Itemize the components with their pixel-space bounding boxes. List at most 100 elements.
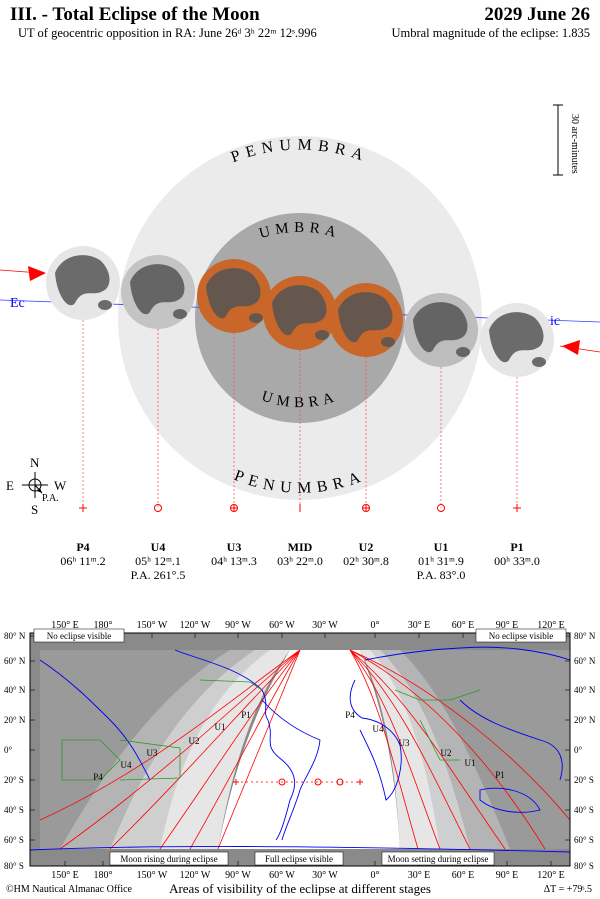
stage-marker (362, 504, 370, 512)
lat-label-left: 60° N (4, 656, 26, 666)
moon-maria (272, 285, 327, 336)
stage-u2: U2 02ʰ 30ᵐ.8 (326, 540, 406, 568)
stage-mid: MID 03ʰ 22ᵐ.0 (260, 540, 340, 568)
umbral-magnitude: Umbral magnitude of the eclipse: 1.835 (391, 26, 590, 40)
curve-label-west: P4 (93, 772, 103, 782)
curve-label-east: P4 (345, 710, 355, 720)
curve-label-west: P1 (241, 710, 251, 720)
stage-name: U4 (150, 540, 166, 554)
stage-marker (230, 504, 238, 512)
lon-label-bottom: 30° E (408, 870, 431, 881)
stage-time: 04ʰ 13ᵐ.3 (211, 554, 257, 568)
moon-track (233, 778, 363, 786)
lon-label-bottom: 150° W (137, 870, 168, 881)
curve-label-east: P1 (495, 770, 505, 780)
visibility-boundaries (39, 649, 570, 850)
lon-label-bottom: 60° W (269, 870, 295, 881)
compass-north: N (30, 455, 40, 470)
lon-label-top: 120° W (180, 620, 211, 631)
full-eclipse-label: Full eclipse visible (265, 854, 333, 864)
umbra-label-bottom: UMBRA (260, 389, 341, 412)
lat-label-left: 0° (4, 745, 13, 755)
stage-name: U3 (226, 540, 242, 554)
lon-label-top: 150° W (137, 620, 168, 631)
curve-label-east: U4 (373, 724, 384, 734)
lat-label-right: 20° N (574, 715, 596, 725)
lon-label-bottom: 30° W (312, 870, 338, 881)
curve-label-east: U1 (465, 758, 476, 768)
stage-time: 05ʰ 12ᵐ.1 (135, 554, 181, 568)
lat-label-right: 80° N (574, 631, 596, 641)
lat-label-right: 20° S (574, 775, 594, 785)
stage-u1: U1 01ʰ 31ᵐ.9 P.A. 83°.0 (401, 540, 481, 582)
lon-label-top: 90° E (496, 620, 519, 631)
lat-label-left: 80° S (4, 861, 24, 871)
borders (61, 679, 481, 781)
scale-bar-label: 30 arc-minutes (569, 114, 580, 174)
umbra-label-top: UMBRA (257, 220, 342, 242)
ecliptic-label-east: ic (550, 314, 560, 329)
stage-time: 03ʰ 22ᵐ.0 (277, 554, 323, 568)
stage-time: 00ʰ 33ᵐ.0 (494, 554, 540, 568)
ecliptic-label-west: Ec (10, 296, 25, 311)
stage-marker (437, 504, 445, 512)
no-eclipse-right-label: No eclipse visible (489, 631, 554, 641)
lat-label-left: 40° S (4, 805, 24, 815)
curve-label-west: U3 (147, 748, 158, 758)
lat-label-left: 60° S (4, 835, 24, 845)
lat-label-left: 20° S (4, 775, 24, 785)
no-eclipse-left-label: No eclipse visible (47, 631, 112, 641)
moon-maria (206, 268, 261, 319)
coastlines (30, 646, 570, 853)
stage-time: 02ʰ 30ᵐ.8 (343, 554, 389, 568)
compass-south: S (31, 502, 38, 517)
moon-maria (130, 264, 185, 315)
curve-label-east: U3 (399, 738, 410, 748)
moon-maria (55, 255, 110, 306)
lon-label-bottom: 120° W (180, 870, 211, 881)
lon-label-bottom: 180° (94, 870, 113, 881)
moon-path-arrow-icon (562, 340, 580, 355)
lat-label-left: 40° N (4, 685, 26, 695)
stage-u4: U4 05ʰ 12ᵐ.1 P.A. 261°.5 (118, 540, 198, 582)
stage-position-angle: P.A. 261°.5 (130, 568, 186, 582)
lon-label-top: 180° (94, 620, 113, 631)
stage-p1: P1 00ʰ 33ᵐ.0 (477, 540, 557, 568)
stage-name: U2 (358, 540, 374, 554)
curve-label-west: U4 (121, 760, 132, 770)
lon-label-bottom: 0° (371, 870, 380, 881)
lat-label-right: 60° S (574, 835, 594, 845)
eclipse-diagram: 30 arc-minutes Ec ic PENUMBRA PENUMBRA U… (0, 104, 600, 517)
lon-label-bottom: 120° E (537, 870, 565, 881)
moon-maria (413, 302, 468, 353)
lon-label-bottom: 60° E (452, 870, 475, 881)
compass-pa: P.A. (42, 493, 59, 504)
moon-maria (338, 292, 393, 343)
stage-name: U1 (433, 540, 449, 554)
stage-time: 01ʰ 31ᵐ.9 (418, 554, 464, 568)
full-eclipse-zone (218, 650, 400, 849)
stage-position-angle: P.A. 83°.0 (416, 568, 466, 582)
lon-label-top: 30° W (312, 620, 338, 631)
compass-west: W (54, 478, 67, 493)
page-title: III. - Total Eclipse of the Moon (10, 4, 260, 25)
lat-label-right: 40° S (574, 805, 594, 815)
curve-label-east: U2 (441, 748, 452, 758)
moon-setting-label: Moon setting during eclipse (388, 854, 489, 864)
lon-label-top: 0° (371, 620, 380, 631)
lon-label-bottom: 90° E (496, 870, 519, 881)
lon-label-top: 120° E (537, 620, 565, 631)
stage-name: MID (287, 540, 313, 554)
lat-label-left: 20° N (4, 715, 26, 725)
lon-label-top: 60° E (452, 620, 475, 631)
stage-marker (154, 504, 162, 512)
stage-name: P4 (76, 540, 90, 554)
moon-rising-label: Moon rising during eclipse (120, 854, 217, 864)
eclipse-date: 2029 June 26 (484, 4, 590, 25)
lon-label-top: 150° E (51, 620, 79, 631)
stage-p4: P4 06ʰ 11ᵐ.2 (43, 540, 123, 568)
lat-label-left: 80° N (4, 631, 26, 641)
lon-label-bottom: 150° E (51, 870, 79, 881)
delta-t: ΔT = +79ˢ.5 (543, 884, 592, 895)
